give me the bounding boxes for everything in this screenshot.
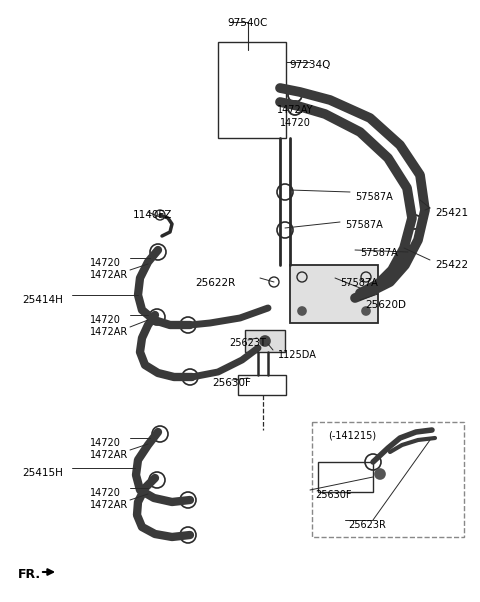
Text: (-141215): (-141215) xyxy=(328,430,376,440)
Text: 25630F: 25630F xyxy=(213,378,252,388)
Text: 25414H: 25414H xyxy=(22,295,63,305)
Text: 1472AR: 1472AR xyxy=(90,270,128,280)
Text: 1140FZ: 1140FZ xyxy=(133,210,172,220)
Text: 57587A: 57587A xyxy=(345,220,383,230)
Text: 25622R: 25622R xyxy=(195,278,235,288)
Bar xyxy=(238,375,286,395)
Bar xyxy=(312,422,464,537)
Bar xyxy=(218,42,286,138)
Text: FR.: FR. xyxy=(18,568,41,582)
Bar xyxy=(318,462,373,492)
Text: 14720: 14720 xyxy=(279,118,311,128)
Text: 25623T: 25623T xyxy=(229,338,266,348)
Text: 57587A: 57587A xyxy=(340,278,378,288)
Text: 1125DA: 1125DA xyxy=(278,350,317,360)
Text: 1472AR: 1472AR xyxy=(90,327,128,337)
Text: 25623R: 25623R xyxy=(348,520,386,530)
Text: 14720: 14720 xyxy=(90,488,121,498)
Circle shape xyxy=(298,307,306,315)
Circle shape xyxy=(362,307,370,315)
Text: 25620D: 25620D xyxy=(365,300,406,310)
Text: 14720: 14720 xyxy=(90,315,121,325)
Text: 57587A: 57587A xyxy=(355,192,393,202)
Text: 25422: 25422 xyxy=(435,260,468,270)
Circle shape xyxy=(375,469,385,479)
Text: 97234Q: 97234Q xyxy=(289,60,331,70)
Text: 14720: 14720 xyxy=(90,258,121,268)
Text: 14720: 14720 xyxy=(90,438,121,448)
Text: 1472AR: 1472AR xyxy=(90,500,128,510)
Text: 1472AR: 1472AR xyxy=(90,450,128,460)
Bar xyxy=(290,265,378,323)
Circle shape xyxy=(260,336,270,346)
Text: 1472AY: 1472AY xyxy=(277,105,313,115)
Text: 57587A: 57587A xyxy=(360,248,398,258)
Text: 97540C: 97540C xyxy=(228,18,268,28)
Text: 25415H: 25415H xyxy=(22,468,63,478)
Bar xyxy=(245,330,285,352)
Text: 25630F: 25630F xyxy=(315,490,351,500)
Text: 25421: 25421 xyxy=(435,208,468,218)
